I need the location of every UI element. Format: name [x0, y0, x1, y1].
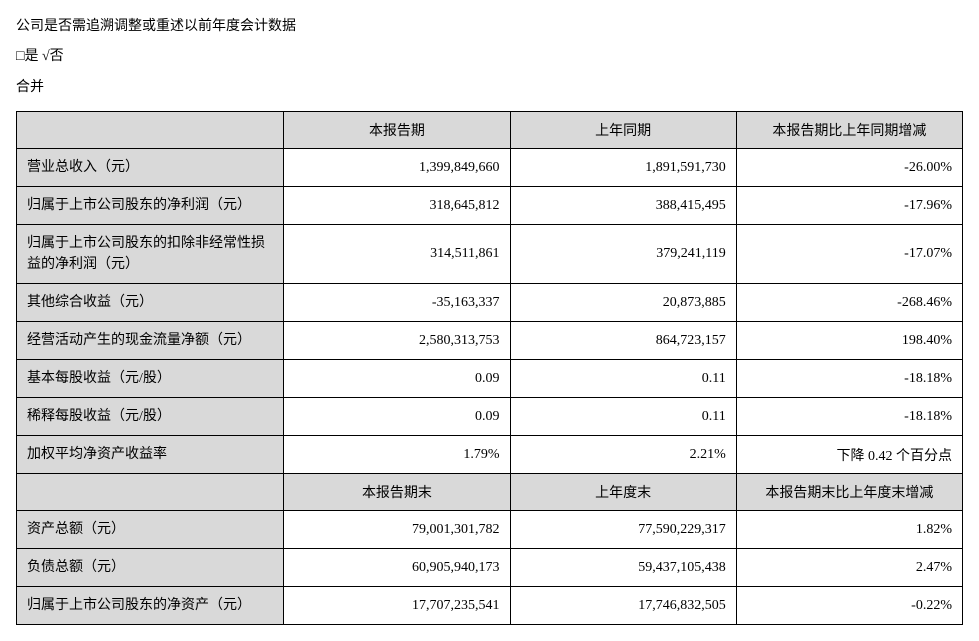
- row-value: 314,511,861: [284, 225, 510, 284]
- row-value: 198.40%: [736, 322, 962, 360]
- table-row: 归属于上市公司股东的扣除非经常性损益的净利润（元）314,511,861379,…: [17, 225, 963, 284]
- row-label: 基本每股收益（元/股）: [17, 360, 284, 398]
- intro-line-3: 合并: [16, 77, 963, 99]
- intro-line-1: 公司是否需追溯调整或重述以前年度会计数据: [16, 16, 963, 38]
- table-row: 其他综合收益（元）-35,163,33720,873,885-268.46%: [17, 284, 963, 322]
- table-row: 稀释每股收益（元/股）0.090.11-18.18%: [17, 398, 963, 436]
- financial-table: 本报告期 上年同期 本报告期比上年同期增减 营业总收入（元）1,399,849,…: [16, 111, 963, 625]
- table-row: 基本每股收益（元/股）0.090.11-18.18%: [17, 360, 963, 398]
- row-value: -17.96%: [736, 187, 962, 225]
- row-value: 379,241,119: [510, 225, 736, 284]
- row-value: 0.11: [510, 360, 736, 398]
- row-label: 资产总额（元）: [17, 511, 284, 549]
- header-blank-1: [17, 112, 284, 149]
- row-label: 归属于上市公司股东的净利润（元）: [17, 187, 284, 225]
- row-label: 稀释每股收益（元/股）: [17, 398, 284, 436]
- row-value: 59,437,105,438: [510, 549, 736, 587]
- row-value: 下降 0.42 个百分点: [736, 436, 962, 474]
- row-label: 归属于上市公司股东的净资产（元）: [17, 587, 284, 625]
- row-value: 0.11: [510, 398, 736, 436]
- header-row-1: 本报告期 上年同期 本报告期比上年同期增减: [17, 112, 963, 149]
- row-value: 79,001,301,782: [284, 511, 510, 549]
- header-cell: 上年度末: [510, 474, 736, 511]
- row-value: -18.18%: [736, 360, 962, 398]
- row-value: -18.18%: [736, 398, 962, 436]
- row-label: 归属于上市公司股东的扣除非经常性损益的净利润（元）: [17, 225, 284, 284]
- row-value: -268.46%: [736, 284, 962, 322]
- table-row: 资产总额（元）79,001,301,78277,590,229,3171.82%: [17, 511, 963, 549]
- table-row: 加权平均净资产收益率1.79%2.21%下降 0.42 个百分点: [17, 436, 963, 474]
- row-value: 1.82%: [736, 511, 962, 549]
- header-cell: 本报告期末: [284, 474, 510, 511]
- row-value: 1.79%: [284, 436, 510, 474]
- header-row-2: 本报告期末上年度末本报告期末比上年度末增减: [17, 474, 963, 511]
- row-value: 318,645,812: [284, 187, 510, 225]
- header-cell: 本报告期末比上年度末增减: [736, 474, 962, 511]
- intro-block: 公司是否需追溯调整或重述以前年度会计数据 □是 √否 合并: [16, 16, 963, 99]
- row-value: 60,905,940,173: [284, 549, 510, 587]
- row-value: 17,746,832,505: [510, 587, 736, 625]
- row-value: 2.21%: [510, 436, 736, 474]
- row-value: 0.09: [284, 360, 510, 398]
- row-value: 1,399,849,660: [284, 149, 510, 187]
- row-value: -35,163,337: [284, 284, 510, 322]
- table-row: 归属于上市公司股东的净资产（元）17,707,235,54117,746,832…: [17, 587, 963, 625]
- row-label: 经营活动产生的现金流量净额（元）: [17, 322, 284, 360]
- intro-line-2: □是 √否: [16, 46, 963, 68]
- row-value: 20,873,885: [510, 284, 736, 322]
- row-value: -0.22%: [736, 587, 962, 625]
- row-value: 17,707,235,541: [284, 587, 510, 625]
- row-value: 2,580,313,753: [284, 322, 510, 360]
- row-value: 77,590,229,317: [510, 511, 736, 549]
- table-row: 归属于上市公司股东的净利润（元）318,645,812388,415,495-1…: [17, 187, 963, 225]
- row-label: 其他综合收益（元）: [17, 284, 284, 322]
- header-current-period: 本报告期: [284, 112, 510, 149]
- table-row: 营业总收入（元）1,399,849,6601,891,591,730-26.00…: [17, 149, 963, 187]
- row-label: 营业总收入（元）: [17, 149, 284, 187]
- row-value: 0.09: [284, 398, 510, 436]
- table-row: 负债总额（元）60,905,940,17359,437,105,4382.47%: [17, 549, 963, 587]
- row-value: 388,415,495: [510, 187, 736, 225]
- row-value: 1,891,591,730: [510, 149, 736, 187]
- row-value: 2.47%: [736, 549, 962, 587]
- row-label: 负债总额（元）: [17, 549, 284, 587]
- row-value: -26.00%: [736, 149, 962, 187]
- table-row: 经营活动产生的现金流量净额（元）2,580,313,753864,723,157…: [17, 322, 963, 360]
- header-blank-2: [17, 474, 284, 511]
- header-change: 本报告期比上年同期增减: [736, 112, 962, 149]
- header-prior-period: 上年同期: [510, 112, 736, 149]
- row-value: -17.07%: [736, 225, 962, 284]
- row-label: 加权平均净资产收益率: [17, 436, 284, 474]
- row-value: 864,723,157: [510, 322, 736, 360]
